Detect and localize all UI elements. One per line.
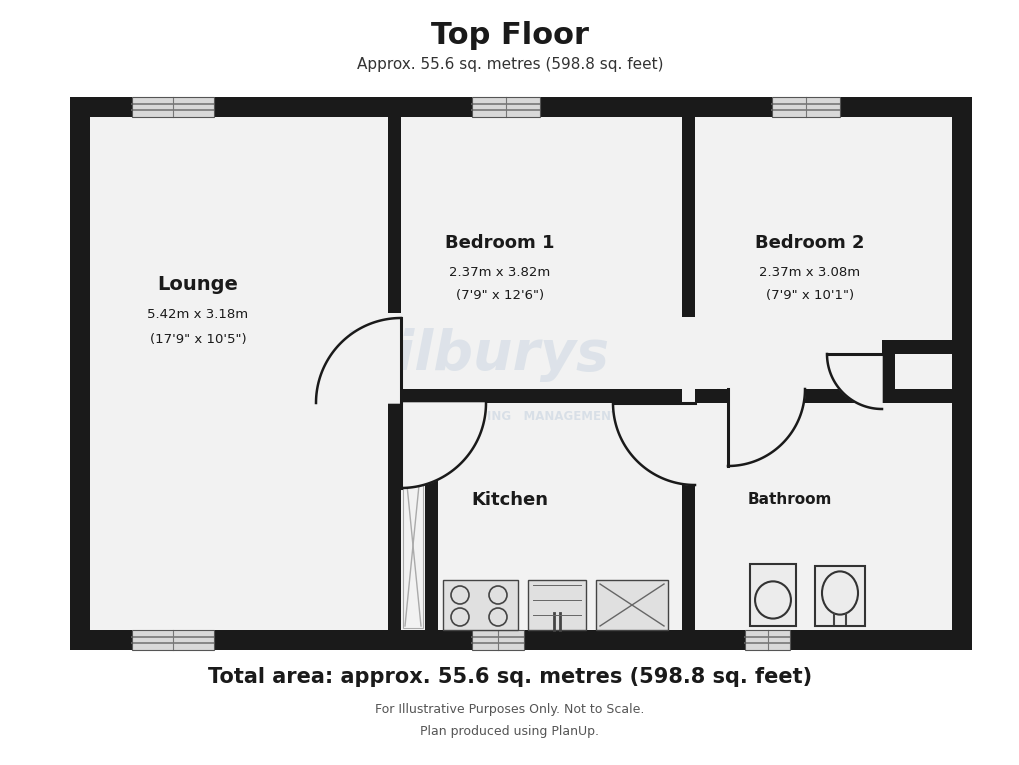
Bar (442, 580, 518, 630)
Bar (744, 630, 790, 650)
Bar (472, 97, 539, 117)
Bar (131, 630, 214, 650)
Bar (70, 97, 971, 117)
Text: (17'9" x 10'5"): (17'9" x 10'5") (150, 333, 246, 346)
Bar (472, 630, 524, 650)
Bar (744, 630, 790, 650)
Text: Plan produced using PlanUp.: Plan produced using PlanUp. (420, 725, 599, 738)
Bar (771, 97, 840, 117)
Text: Lounge: Lounge (157, 275, 238, 295)
Bar (951, 97, 971, 650)
Text: (7'9" x 12'6"): (7'9" x 12'6") (455, 289, 543, 302)
Bar (728, 389, 804, 403)
Text: Bedroom 2: Bedroom 2 (754, 234, 864, 252)
Bar (894, 340, 951, 354)
Text: Bedroom 1: Bedroom 1 (445, 234, 554, 252)
Bar (472, 97, 539, 117)
Text: SALES   LETTING   MANAGEMENT: SALES LETTING MANAGEMENT (400, 411, 619, 424)
Bar (682, 317, 694, 403)
Polygon shape (400, 403, 485, 488)
Text: 2.37m x 3.82m: 2.37m x 3.82m (449, 265, 550, 278)
Bar (472, 630, 524, 650)
Text: 5.42m x 3.18m: 5.42m x 3.18m (148, 308, 249, 321)
Text: Top Floor: Top Floor (431, 21, 588, 50)
Text: Total area: approx. 55.6 sq. metres (598.8 sq. feet): Total area: approx. 55.6 sq. metres (598… (208, 667, 811, 687)
Bar (814, 566, 864, 626)
Text: Bathroom: Bathroom (747, 493, 832, 507)
Polygon shape (316, 318, 400, 403)
Text: (7'9" x 10'1"): (7'9" x 10'1") (765, 289, 853, 302)
Bar (131, 630, 214, 650)
Bar (403, 463, 423, 628)
Polygon shape (826, 354, 881, 409)
Bar (595, 580, 667, 630)
Bar (400, 455, 437, 465)
Bar (881, 340, 894, 403)
Bar (425, 455, 437, 630)
Bar (387, 97, 400, 650)
Bar (749, 564, 795, 626)
Bar (400, 389, 682, 403)
Ellipse shape (821, 571, 857, 614)
Bar (70, 97, 971, 650)
Polygon shape (728, 389, 804, 466)
Text: 2.37m x 3.08m: 2.37m x 3.08m (759, 265, 860, 278)
Text: For Illustrative Purposes Only. Not to Scale.: For Illustrative Purposes Only. Not to S… (375, 704, 644, 717)
Bar (682, 97, 694, 650)
Bar (131, 97, 214, 117)
Text: Milburys: Milburys (340, 328, 609, 382)
Text: Approx. 55.6 sq. metres (598.8 sq. feet): Approx. 55.6 sq. metres (598.8 sq. feet) (357, 57, 662, 73)
Text: Kitchen: Kitchen (471, 491, 548, 509)
Bar (131, 97, 214, 117)
Bar (400, 455, 425, 630)
Bar (694, 389, 951, 403)
Bar (387, 313, 400, 403)
Bar (771, 97, 840, 117)
Ellipse shape (754, 581, 790, 619)
Bar (70, 630, 971, 650)
Polygon shape (612, 403, 694, 485)
Bar (70, 97, 90, 650)
Bar (528, 580, 586, 630)
